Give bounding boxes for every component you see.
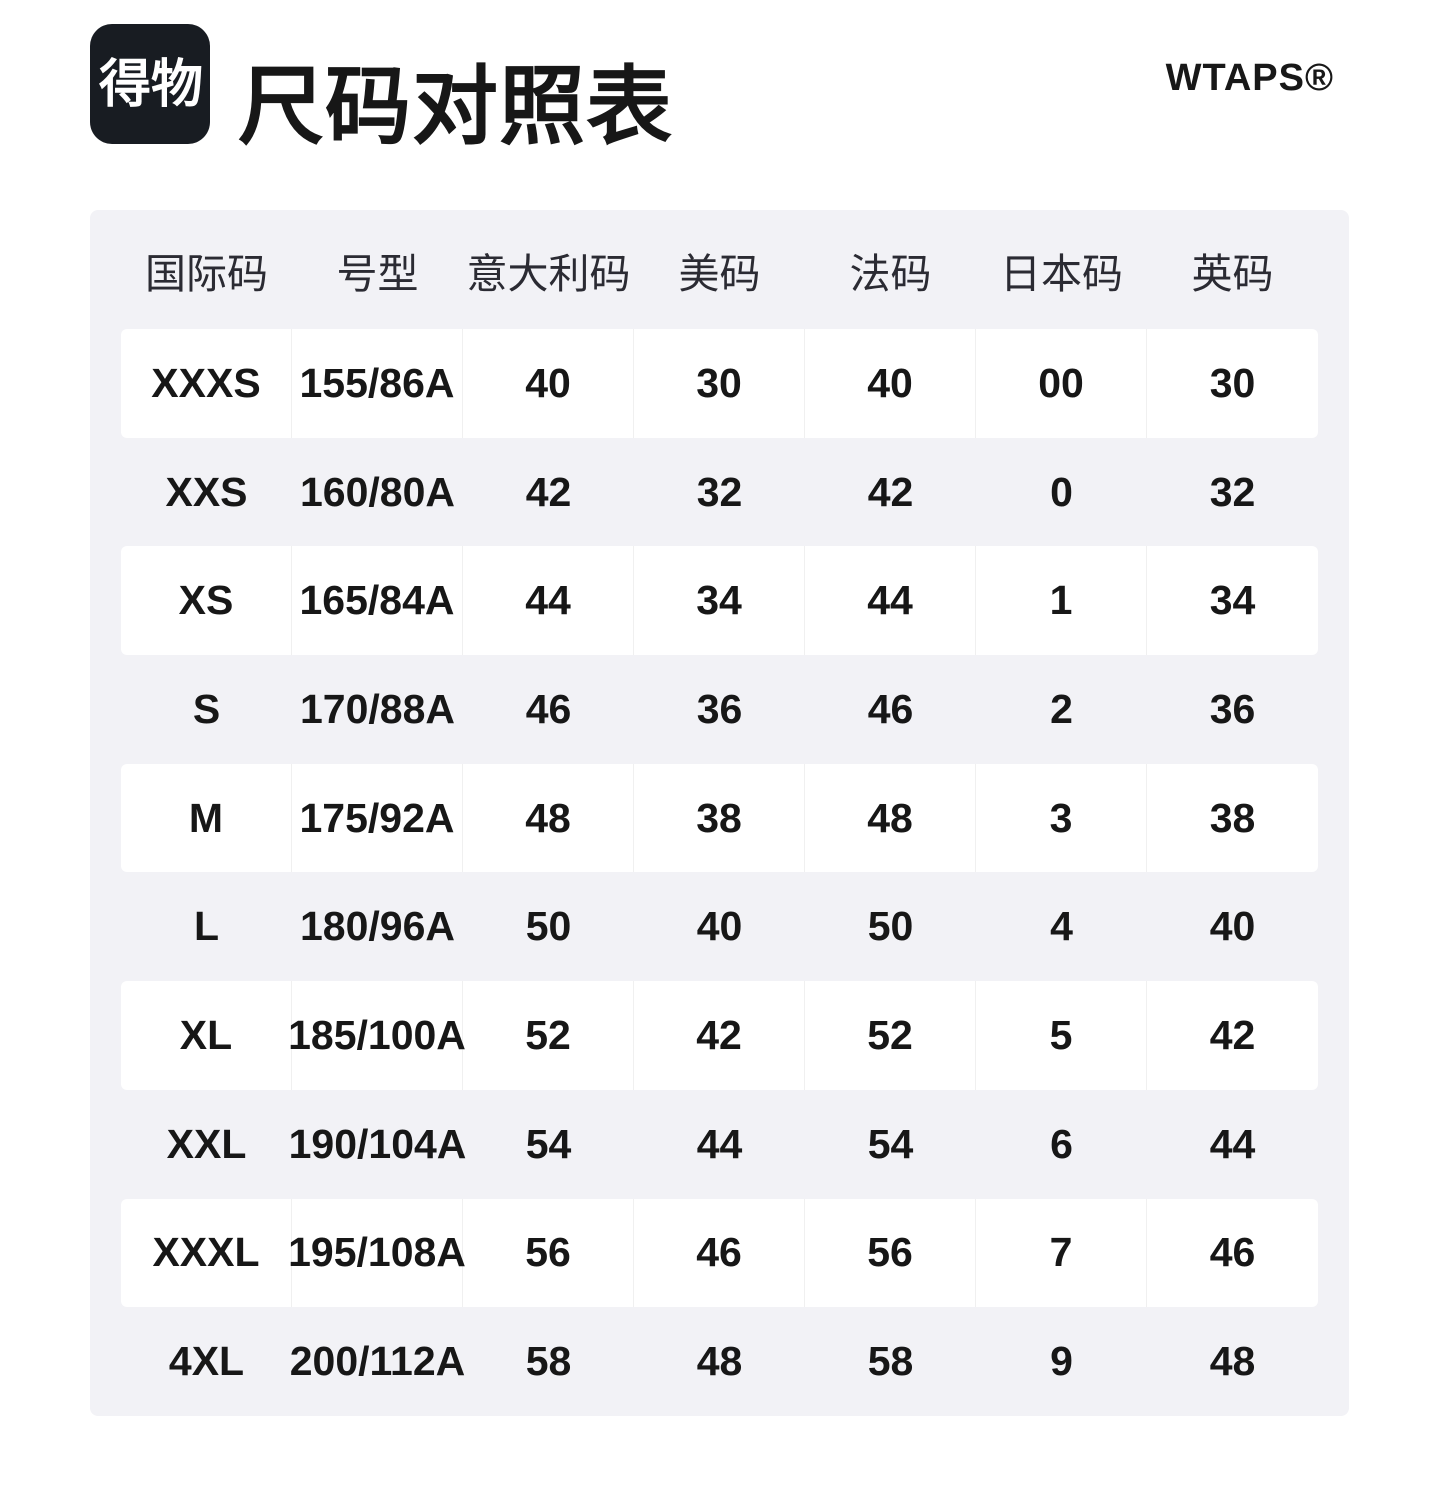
svg-text:得物: 得物 [99, 56, 203, 114]
